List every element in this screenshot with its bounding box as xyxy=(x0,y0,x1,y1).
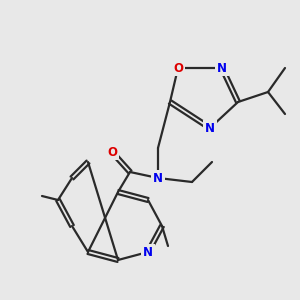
Text: N: N xyxy=(217,61,227,74)
Text: N: N xyxy=(205,122,215,134)
Text: O: O xyxy=(173,61,183,74)
Text: O: O xyxy=(107,146,117,158)
Text: N: N xyxy=(143,245,153,259)
Text: N: N xyxy=(153,172,163,184)
